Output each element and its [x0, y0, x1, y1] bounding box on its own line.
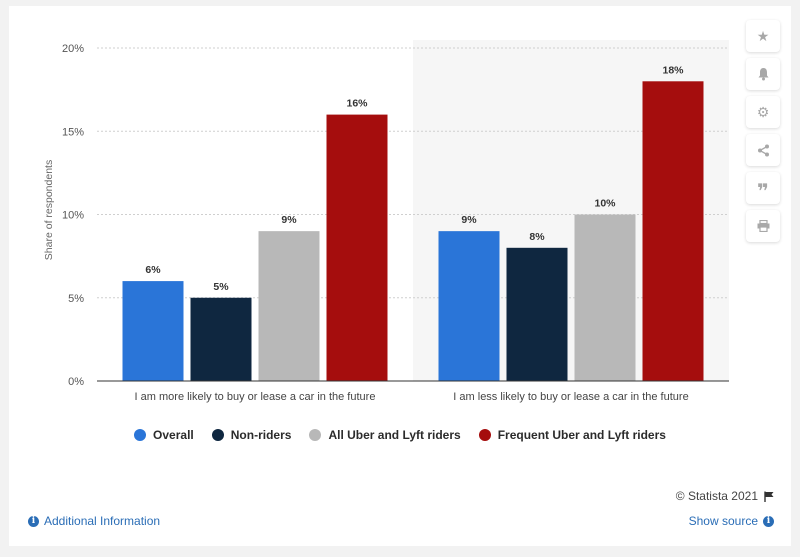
legend-label: Frequent Uber and Lyft riders	[497, 428, 666, 442]
info-icon: i	[28, 515, 39, 527]
quote-icon: ❞	[757, 181, 769, 203]
legend: Overall Non-riders All Uber and Lyft rid…	[0, 428, 800, 442]
gear-icon: ⚙	[756, 103, 770, 120]
data-label: 8%	[529, 231, 545, 243]
bar[interactable]	[642, 81, 704, 382]
bar[interactable]	[258, 231, 320, 381]
bar-chart: 0% 5% 10% 15% 20% Share of respondents 6% 5% 9…	[43, 43, 729, 403]
legend-dot-icon	[211, 429, 224, 441]
data-label: 9%	[281, 214, 297, 226]
share-button[interactable]	[746, 134, 780, 166]
data-labels: 6% 5% 9% 16% 9% 8% 10% 18%	[145, 64, 684, 292]
y-tick-label: 20%	[62, 43, 84, 55]
bar[interactable]	[326, 114, 388, 381]
category-label: I am more likely to buy or lease a car i…	[135, 391, 376, 403]
additional-information-label: Additional Information	[44, 514, 161, 528]
y-axis-label: Share of respondents	[43, 160, 55, 260]
legend-item-non-riders[interactable]: Non-riders	[211, 428, 292, 442]
show-source-link[interactable]: Show source i	[689, 514, 774, 528]
bar[interactable]	[438, 231, 500, 381]
share-icon	[757, 144, 769, 156]
legend-item-frequent-riders[interactable]: Frequent Uber and Lyft riders	[478, 428, 666, 442]
info-icon: i	[763, 515, 774, 527]
star-icon: ★	[756, 27, 770, 44]
data-label: 9%	[461, 214, 477, 226]
legend-dot-icon	[309, 429, 322, 441]
favorite-button[interactable]: ★	[746, 20, 780, 52]
copyright: © Statista 2021	[676, 489, 774, 503]
bar[interactable]	[122, 281, 184, 381]
show-source-label: Show source	[688, 514, 758, 528]
settings-button[interactable]: ⚙	[746, 96, 780, 128]
legend-item-overall[interactable]: Overall	[134, 428, 194, 442]
bars	[122, 81, 704, 382]
legend-item-all-riders[interactable]: All Uber and Lyft riders	[309, 428, 461, 442]
additional-information-link[interactable]: i Additional Information	[28, 514, 160, 528]
y-tick-label: 0%	[68, 376, 84, 388]
copyright-text: © Statista 2021	[675, 489, 758, 503]
data-label: 5%	[213, 281, 229, 293]
bar[interactable]	[506, 247, 568, 381]
data-label: 10%	[594, 198, 616, 210]
cite-button[interactable]: ❞	[746, 172, 780, 204]
legend-label: Overall	[153, 428, 194, 442]
y-tick-label: 5%	[68, 293, 84, 305]
data-label: 18%	[662, 64, 684, 76]
legend-dot-icon	[134, 429, 147, 441]
side-toolbar: ★ ⚙ ❞	[746, 20, 780, 242]
data-label: 6%	[145, 264, 161, 276]
print-icon	[757, 220, 769, 232]
bell-icon	[758, 68, 768, 81]
notification-button[interactable]	[746, 58, 780, 90]
data-label: 16%	[346, 98, 368, 110]
category-labels: I am more likely to buy or lease a car i…	[135, 391, 689, 403]
category-label: I am less likely to buy or lease a car i…	[453, 391, 688, 403]
y-tick-label: 15%	[62, 126, 84, 138]
bar[interactable]	[190, 297, 252, 381]
print-button[interactable]	[746, 210, 780, 242]
flag-icon	[764, 491, 774, 502]
legend-label: All Uber and Lyft riders	[328, 428, 461, 442]
bar[interactable]	[574, 214, 636, 382]
y-axis-ticks: 0% 5% 10% 15% 20%	[62, 43, 84, 388]
legend-label: Non-riders	[230, 428, 292, 442]
y-tick-label: 10%	[62, 210, 84, 222]
legend-dot-icon	[478, 429, 491, 441]
